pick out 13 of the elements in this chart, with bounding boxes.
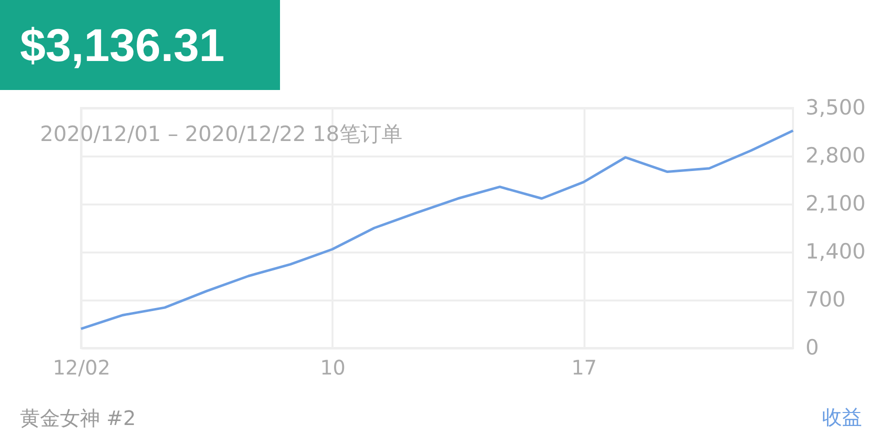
text: 2020/12/01 – 2020/12/22 18笔订单 bbox=[40, 121, 402, 148]
x-tick-label: 10 bbox=[320, 356, 346, 380]
y-tick-label: 2,800 bbox=[806, 144, 866, 168]
y-tick-label: 0 bbox=[806, 336, 819, 360]
x-tick-label: 12/02 bbox=[52, 356, 110, 380]
x-tick-label: 17 bbox=[571, 356, 597, 380]
y-tick-label: 3,500 bbox=[806, 96, 866, 120]
text: 黄金女神 #2 bbox=[20, 405, 136, 432]
chart-title: $3,136.31 bbox=[0, 0, 280, 90]
y-tick-label: 1,400 bbox=[806, 240, 866, 264]
y-tick-label: 700 bbox=[806, 288, 846, 312]
text: 收益 bbox=[822, 404, 862, 431]
y-tick-label: 2,100 bbox=[806, 192, 866, 216]
